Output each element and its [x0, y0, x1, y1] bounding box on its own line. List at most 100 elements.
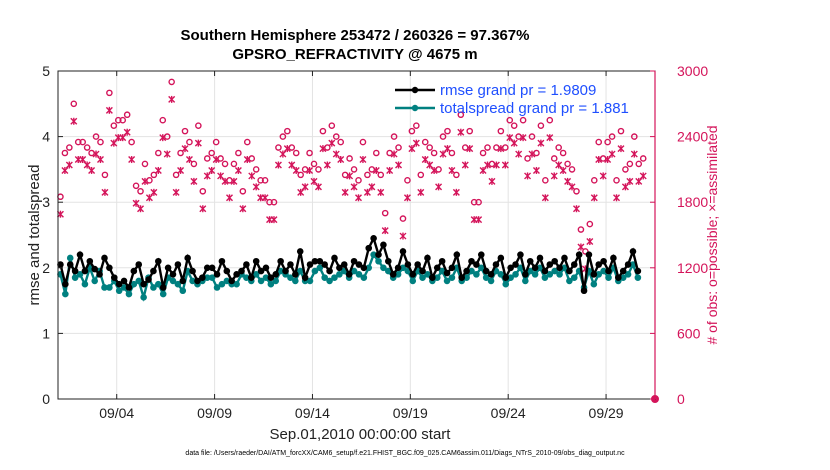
obs-assimilated-point [177, 166, 185, 174]
rmse-point [140, 280, 147, 288]
obs-possible-point [528, 133, 536, 140]
rmse-point [326, 267, 333, 275]
obs-possible-point [631, 133, 638, 140]
rmse-point [610, 254, 617, 262]
obs-possible-point [506, 116, 514, 124]
rmse-point [71, 267, 79, 275]
spread-point [512, 271, 519, 278]
obs-assimilated-point [297, 188, 305, 196]
rmse-point [194, 277, 201, 285]
obs-possible-point [346, 155, 353, 162]
rmse-point [86, 257, 94, 265]
rmse-point [292, 271, 299, 278]
rmse-point [507, 264, 514, 272]
obs-possible-point [577, 226, 585, 233]
obs-possible-point [404, 177, 411, 184]
obs-assimilated-point [70, 117, 78, 125]
spread-point [443, 277, 451, 285]
obs-assimilated-point [328, 139, 336, 147]
rmse-point [223, 267, 231, 275]
rmse-point [385, 257, 392, 265]
obs-assimilated-point [452, 188, 460, 196]
rmse-point [370, 234, 377, 242]
obs-possible-point [146, 177, 153, 184]
obs-assimilated-point [137, 205, 145, 213]
spread-point [208, 274, 216, 281]
spread-point [233, 280, 240, 288]
rmse-point [477, 251, 485, 258]
obs-possible-point [484, 144, 491, 151]
obs-possible-point [190, 160, 198, 168]
obs-possible-point [622, 166, 629, 173]
obs-possible-point [537, 122, 545, 129]
obs-assimilated-point [314, 183, 322, 191]
spread-point [272, 277, 280, 285]
rmse-point [590, 271, 598, 278]
spread-point [634, 274, 642, 281]
rmse-point [433, 264, 441, 272]
spread-point [570, 274, 578, 281]
obs-possible-point [288, 144, 296, 151]
obs-assimilated-point [96, 156, 104, 164]
obs-possible-point [97, 138, 104, 146]
obs-possible-point [61, 149, 69, 157]
obs-possible-point [195, 122, 202, 129]
obs-assimilated-point [274, 161, 282, 169]
obs-possible-point [617, 127, 625, 135]
obs-possible-point [497, 127, 505, 135]
rmse-point [536, 254, 544, 262]
obs-assimilated-point [261, 194, 269, 202]
obs-possible-point [230, 160, 238, 168]
obs-possible-point [208, 149, 215, 157]
obs-assimilated-point [341, 188, 349, 196]
axes: 09/04 09/09 09/14 09/19 09/24 09/29 0 1 2 3 4 5 0 600… [42, 63, 708, 421]
rmse-point [155, 257, 162, 265]
obs-possible-point [328, 122, 336, 129]
spread-point [590, 280, 598, 288]
obs-assimilated-point [621, 183, 629, 191]
rmse-point [624, 261, 632, 268]
obs-possible-point [453, 171, 460, 179]
obs-possible-point [359, 138, 367, 146]
obs-possible-point [444, 127, 451, 135]
obs-possible-point [470, 198, 478, 206]
obs-possible-point [319, 127, 327, 135]
rmse-point [365, 244, 373, 252]
obs-assimilated-point [626, 177, 634, 185]
obs-assimilated-point [613, 194, 621, 202]
obs-possible-point [430, 149, 438, 157]
obs-assimilated-point [417, 188, 425, 196]
obs-possible-point [79, 138, 86, 146]
rmse-point [487, 271, 495, 278]
rmse-point [267, 274, 275, 281]
rmse-point [424, 254, 431, 262]
obs-possible-point [448, 149, 456, 157]
rmse-point [512, 261, 519, 268]
chart-title: Southern Hemisphere 253472 / 260326 = 97… [180, 27, 530, 44]
obs-assimilated-point [635, 177, 643, 185]
obs-assimilated-point [208, 166, 216, 174]
rmse-point [306, 261, 314, 268]
obs-assimilated-point [105, 106, 113, 114]
rmse-point [96, 271, 103, 278]
obs-assimilated-point [346, 172, 354, 180]
obs-possible-point [559, 149, 567, 157]
rmse-point [340, 261, 348, 268]
y-tick-label-left: 1 [42, 325, 50, 341]
obs-assimilated-point [359, 156, 367, 164]
obs-assimilated-point [337, 156, 345, 164]
obs-assimilated-point [559, 166, 567, 174]
obs-assimilated-point [475, 216, 483, 224]
obs-possible-point [239, 187, 247, 195]
rmse-point [243, 261, 250, 268]
rmse-point [404, 261, 412, 268]
spread-point [502, 280, 510, 288]
rmse-point [199, 274, 206, 281]
obs-possible-point [137, 187, 144, 195]
spread-point [473, 271, 480, 278]
obs-assimilated-point [448, 166, 456, 174]
obs-assimilated-point [92, 150, 100, 158]
obs-possible-point [243, 138, 251, 146]
obs-possible-point [550, 155, 558, 162]
